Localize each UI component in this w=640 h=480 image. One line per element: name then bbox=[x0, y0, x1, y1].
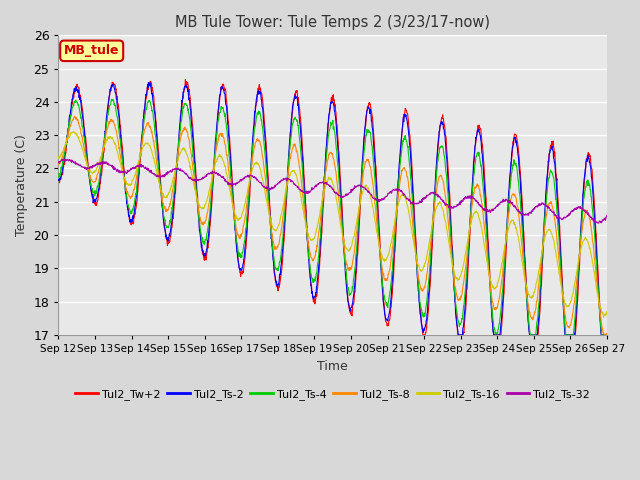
Title: MB Tule Tower: Tule Temps 2 (3/23/17-now): MB Tule Tower: Tule Temps 2 (3/23/17-now… bbox=[175, 15, 490, 30]
Legend: Tul2_Tw+2, Tul2_Ts-2, Tul2_Ts-4, Tul2_Ts-8, Tul2_Ts-16, Tul2_Ts-32: Tul2_Tw+2, Tul2_Ts-2, Tul2_Ts-4, Tul2_Ts… bbox=[71, 384, 595, 404]
Text: MB_tule: MB_tule bbox=[64, 44, 120, 57]
X-axis label: Time: Time bbox=[317, 360, 348, 372]
Y-axis label: Temperature (C): Temperature (C) bbox=[15, 134, 28, 236]
